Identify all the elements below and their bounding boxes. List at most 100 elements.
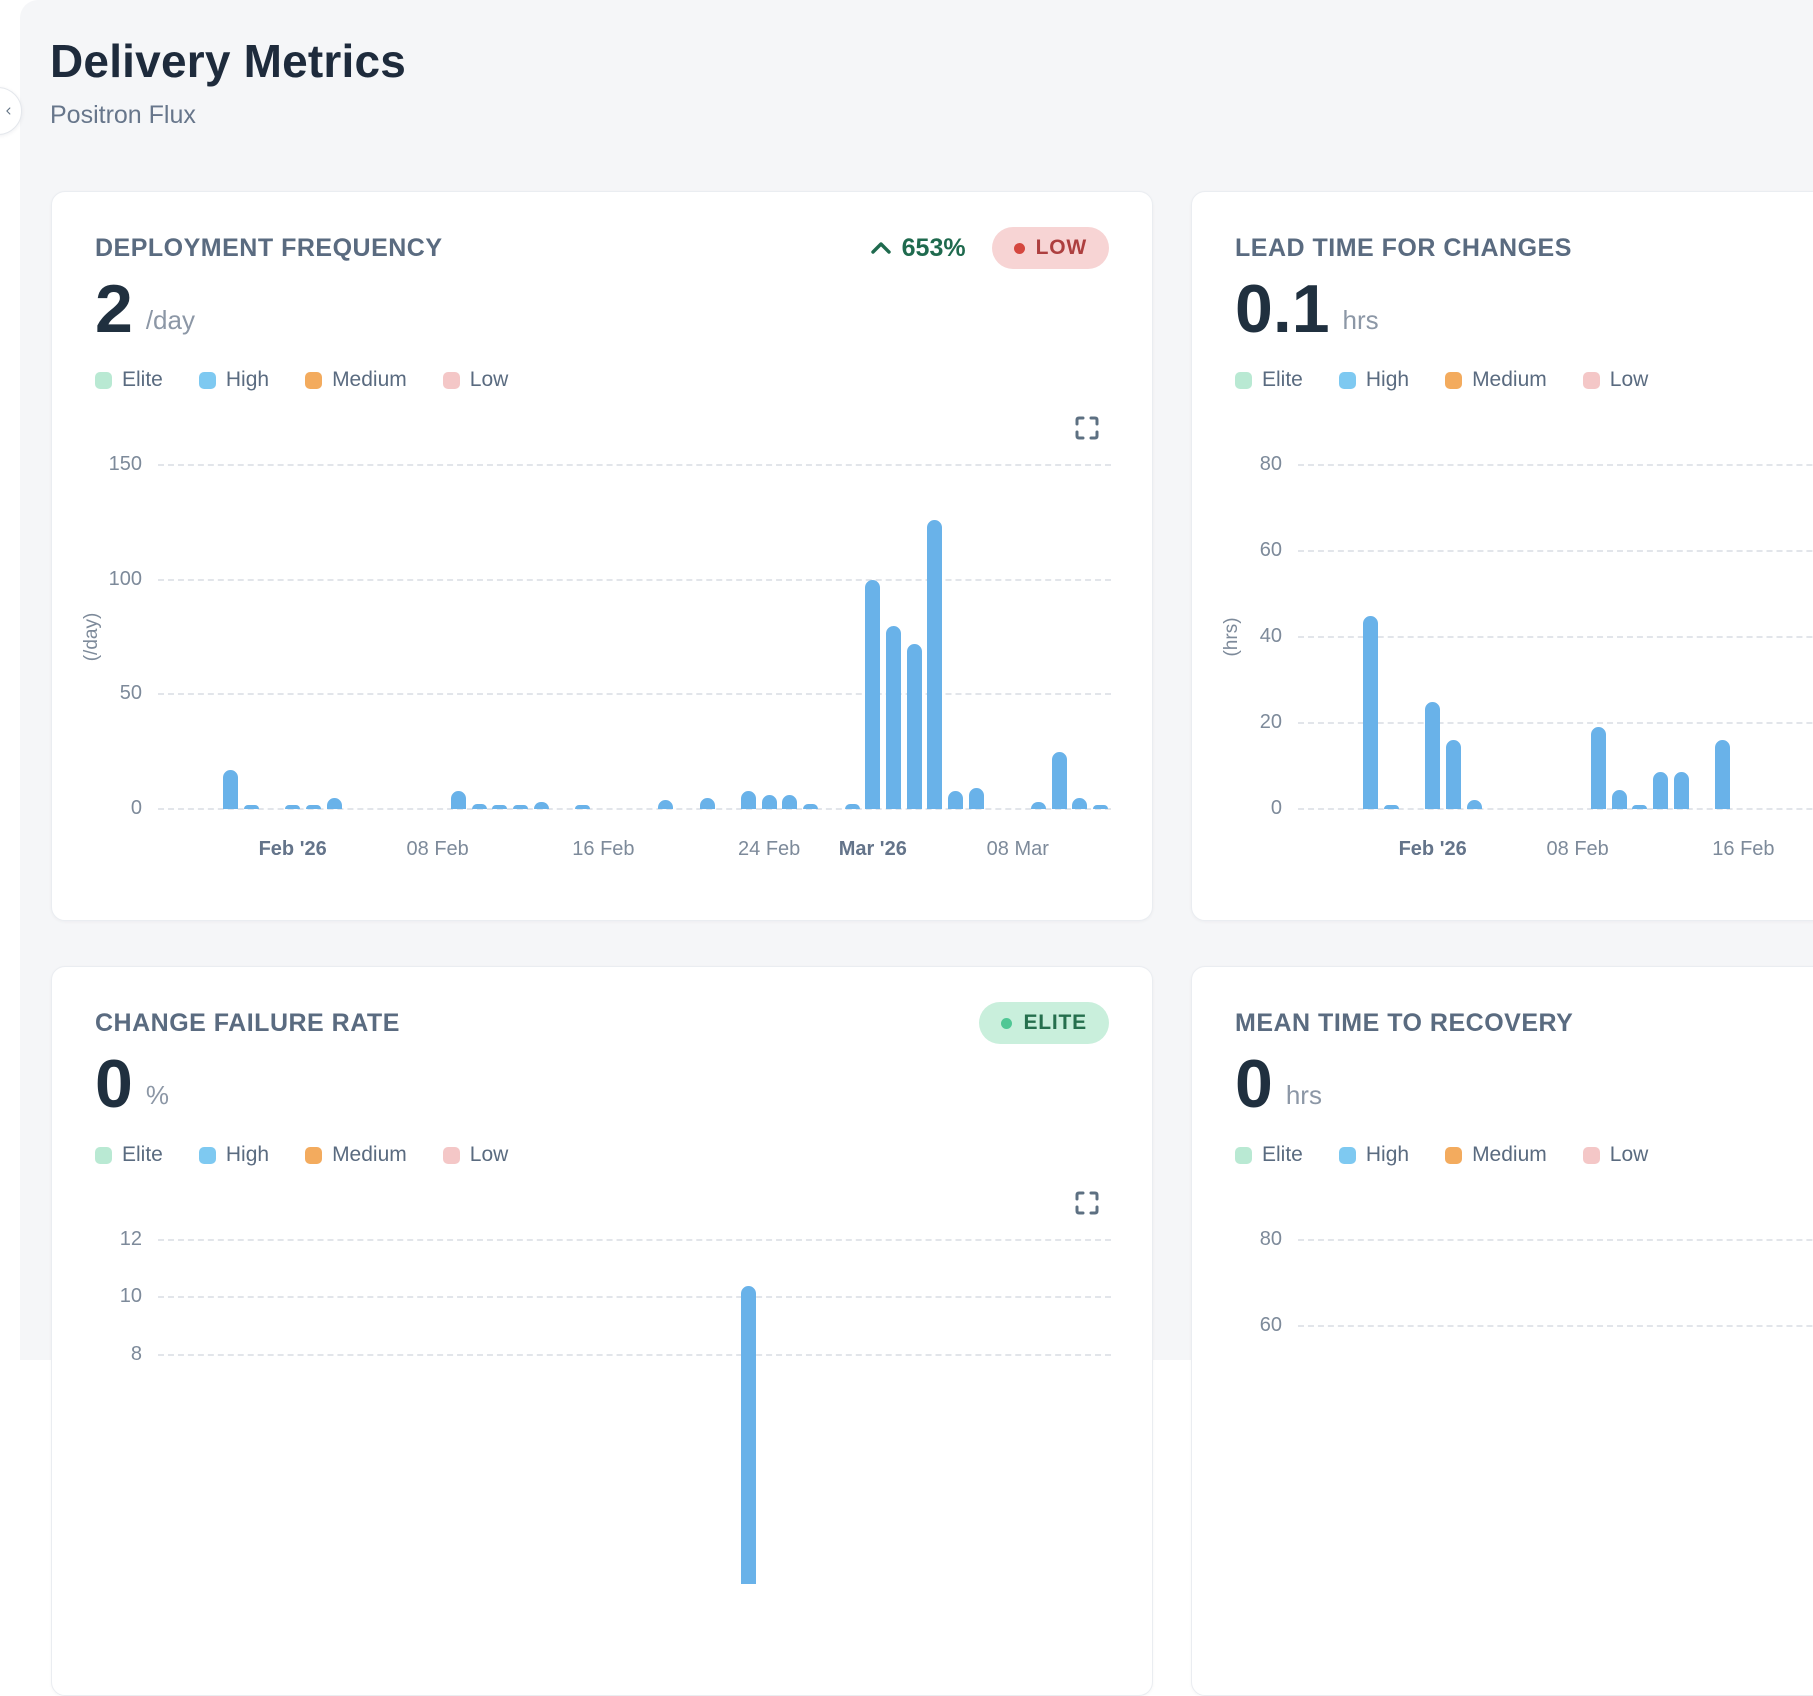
gridline (158, 1239, 1111, 1241)
chart-bar[interactable] (575, 805, 591, 809)
chart-bar[interactable] (533, 802, 549, 809)
card-header: DEPLOYMENT FREQUENCY 653% LOW (95, 226, 1109, 270)
chart-bar[interactable] (844, 804, 860, 809)
legend-item-high[interactable]: High (198, 368, 270, 392)
chart-bar[interactable] (1383, 805, 1399, 809)
chart-bar[interactable] (1425, 701, 1441, 809)
chart-bar[interactable] (865, 579, 881, 809)
legend-label: Medium (332, 1143, 407, 1166)
chart-bar[interactable] (1715, 740, 1731, 809)
chart-legend: Elite High Medium Low (95, 1143, 508, 1167)
y-axis-tick: 80 (1259, 1228, 1282, 1250)
chart-bar[interactable] (450, 790, 466, 809)
chart-bar[interactable] (1051, 751, 1067, 809)
legend-item-high[interactable]: High (198, 1143, 270, 1167)
legend-swatch-high-icon (1338, 1146, 1356, 1164)
legend-label: Medium (332, 368, 407, 391)
x-axis-tick: 08 Feb (406, 838, 469, 860)
chart-bar[interactable] (803, 804, 819, 809)
legend-item-low[interactable]: Low (1582, 1143, 1648, 1167)
y-axis-tick: 0 (1270, 797, 1282, 819)
legend-item-elite[interactable]: Elite (95, 368, 163, 392)
chart-bar[interactable] (906, 643, 922, 809)
legend-swatch-low-icon (442, 371, 460, 389)
bar-chart: (/day) 150 100 50 0 Feb '26 08 Feb 16 Feb 24 Fe… (52, 192, 1152, 920)
chart-bar[interactable] (761, 795, 777, 809)
chart-bar[interactable] (1030, 802, 1046, 809)
legend-label: High (225, 368, 270, 391)
chart-bar[interactable] (1673, 772, 1689, 809)
legend-label: High (1365, 368, 1410, 391)
chart-bar[interactable] (471, 804, 487, 809)
x-axis-tick: 16 Feb (1712, 838, 1775, 860)
chart-bar[interactable] (1632, 805, 1648, 809)
legend-item-elite[interactable]: Elite (1235, 368, 1303, 392)
card-header-right: ELITE (979, 1002, 1109, 1044)
metric-value: 0.1 (1235, 271, 1330, 347)
status-badge-label: LOW (1035, 236, 1087, 259)
chart-bar[interactable] (492, 805, 508, 809)
chart-bar[interactable] (1590, 727, 1606, 809)
chart-bar[interactable] (927, 520, 943, 809)
legend-item-medium[interactable]: Medium (305, 368, 407, 392)
fullscreen-button[interactable] (1073, 1189, 1101, 1217)
legend-label: Low (469, 368, 509, 391)
gridline (1298, 1239, 1813, 1241)
bar-chart: 80 60 (1192, 967, 1813, 1695)
legend-item-medium[interactable]: Medium (1445, 368, 1547, 392)
chart-bar[interactable] (1072, 797, 1088, 809)
legend-item-medium[interactable]: Medium (1445, 1143, 1547, 1167)
chart-bar[interactable] (1611, 789, 1627, 809)
legend-item-elite[interactable]: Elite (1235, 1143, 1303, 1167)
legend-label: High (225, 1143, 270, 1166)
chart-bar[interactable] (1466, 800, 1482, 809)
card-change-failure-rate: CHANGE FAILURE RATE ELITE 0 % Elite High… (51, 966, 1153, 1696)
card-title: LEAD TIME FOR CHANGES (1235, 233, 1572, 262)
metric-value-row: 0 % (95, 1050, 169, 1118)
legend-item-low[interactable]: Low (1582, 368, 1648, 392)
legend-swatch-elite-icon (95, 1146, 112, 1164)
legend-item-low[interactable]: Low (442, 1143, 508, 1167)
legend-swatch-medium-icon (305, 1146, 323, 1164)
chart-bar[interactable] (513, 805, 529, 809)
y-axis-tick: 50 (119, 682, 142, 705)
status-dot-icon (1013, 242, 1025, 254)
legend-item-low[interactable]: Low (442, 368, 509, 392)
y-axis-tick: 60 (1259, 1314, 1282, 1336)
x-axis-tick: Feb '26 (1398, 838, 1467, 860)
trend-indicator: 653% (869, 234, 966, 263)
legend-swatch-high-icon (198, 1146, 216, 1164)
card-header: CHANGE FAILURE RATE ELITE (95, 1001, 1109, 1045)
fullscreen-button[interactable] (1073, 414, 1101, 442)
chart-bar[interactable] (305, 805, 321, 809)
chart-bar[interactable] (740, 790, 756, 809)
chart-bar[interactable] (782, 795, 798, 809)
chart-bar[interactable] (885, 625, 901, 809)
chart-bar[interactable] (699, 797, 715, 809)
legend-item-high[interactable]: High (1338, 368, 1410, 392)
back-button[interactable] (0, 87, 22, 135)
chart-bar[interactable] (948, 790, 964, 809)
x-axis-tick: 24 Feb (738, 838, 801, 860)
chart-bar[interactable] (285, 805, 301, 809)
chart-bar[interactable] (968, 788, 984, 809)
chart-bar[interactable] (1363, 615, 1378, 809)
chart-bar[interactable] (1093, 805, 1109, 809)
gridline (158, 693, 1111, 696)
chart-bar[interactable] (740, 1285, 756, 1584)
metric-value-row: 2 /day (95, 275, 195, 343)
legend-item-elite[interactable]: Elite (95, 1143, 163, 1167)
chart-bar[interactable] (1653, 772, 1669, 809)
chart-bar[interactable] (1445, 740, 1461, 809)
chart-bar[interactable] (243, 805, 259, 809)
chart-bar[interactable] (326, 797, 342, 809)
legend-swatch-high-icon (198, 371, 216, 389)
chart-bar[interactable] (223, 770, 238, 809)
gridline (1298, 464, 1813, 466)
gridline (1298, 1325, 1813, 1327)
legend-item-high[interactable]: High (1338, 1143, 1409, 1167)
chart-bar[interactable] (658, 799, 674, 809)
legend-item-medium[interactable]: Medium (305, 1143, 407, 1167)
gridline (1298, 808, 1813, 810)
y-axis-tick: 20 (1259, 711, 1282, 733)
